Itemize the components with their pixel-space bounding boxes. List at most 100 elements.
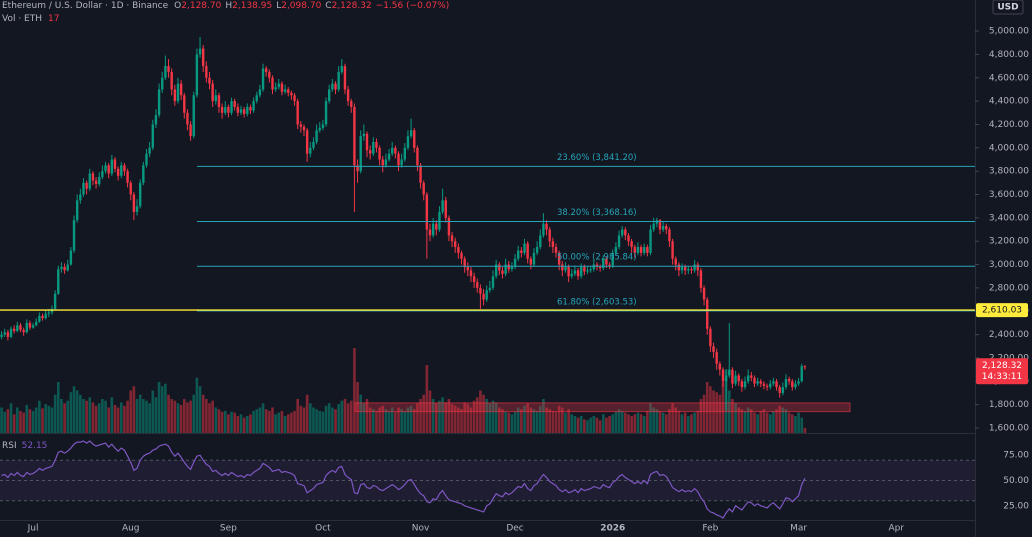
candle-body — [794, 383, 797, 388]
volume-bar — [47, 405, 51, 433]
candle-body — [472, 276, 476, 283]
volume-bar — [516, 407, 520, 433]
volume-bar — [671, 403, 674, 433]
candle-body — [375, 141, 378, 148]
volume-bar — [441, 397, 444, 433]
volume-bar — [217, 409, 221, 433]
candle-body — [224, 106, 227, 113]
volume-bar — [614, 411, 618, 433]
volume-bar — [693, 412, 696, 433]
candle-body — [409, 130, 413, 137]
candle-body — [769, 383, 772, 388]
candle-body — [208, 77, 211, 84]
x-tick-label: Oct — [315, 524, 331, 534]
price-layer — [0, 36, 975, 413]
candle-body — [485, 290, 488, 300]
candle-body — [31, 325, 35, 328]
volume-bar — [731, 399, 734, 433]
volume-bar — [119, 402, 123, 433]
volume-bar — [110, 397, 114, 433]
volume-bar — [699, 399, 703, 433]
volume-bar — [412, 409, 416, 433]
volume-bar — [718, 394, 722, 433]
candle-body — [217, 95, 221, 107]
volume-bar — [646, 410, 649, 433]
candle-body — [775, 381, 778, 388]
candle-body — [220, 106, 224, 113]
volume-bar — [501, 409, 504, 433]
candle-body — [652, 223, 655, 230]
volume-bar — [198, 386, 202, 433]
volume-bar — [507, 412, 511, 433]
volume-bar — [101, 399, 104, 433]
candle-body — [116, 168, 120, 176]
volume-bar — [605, 417, 608, 433]
volume-bar — [173, 400, 177, 433]
volume-bar — [491, 400, 495, 433]
candle-body — [447, 217, 451, 236]
candle-body — [712, 346, 715, 353]
y-tick-label: 4,600.00 — [989, 73, 1029, 83]
y-tick-label: 4,000.00 — [989, 143, 1029, 153]
volume-bar — [239, 414, 243, 433]
volume-bar — [38, 400, 41, 433]
volume-bar — [75, 390, 79, 433]
candle-body — [287, 89, 290, 93]
volume-bar — [208, 403, 211, 433]
candle-body — [731, 369, 734, 384]
candle-body — [762, 383, 766, 386]
candle-body — [671, 241, 674, 259]
candle-body — [469, 270, 473, 277]
volume-bar — [494, 402, 498, 433]
candle-body — [696, 264, 699, 271]
candle-body — [3, 332, 6, 335]
candle-body — [331, 83, 334, 90]
volume-bar — [803, 427, 807, 433]
volume-bar — [113, 404, 117, 433]
volume-bar — [381, 405, 385, 433]
candle-body — [189, 124, 192, 137]
currency-box[interactable] — [992, 0, 1024, 15]
candle-body — [47, 312, 51, 314]
candle-body — [510, 266, 514, 270]
volume-bar — [41, 408, 44, 433]
candle-body — [312, 141, 315, 148]
candle-body — [683, 266, 687, 271]
candle-body — [277, 83, 280, 88]
candle-body — [107, 165, 110, 174]
volume-bar — [787, 412, 791, 433]
volume-bar — [214, 407, 218, 433]
volume-bar — [220, 411, 224, 433]
volume-bar — [425, 365, 429, 433]
volume-bar — [513, 411, 517, 433]
candle-body — [28, 322, 32, 328]
volume-bar — [438, 400, 441, 433]
volume-bar — [564, 412, 567, 433]
volume-bar — [447, 399, 451, 433]
level-label: 2,610.03 — [982, 306, 1022, 316]
candle-body — [157, 89, 161, 116]
volume-bar — [160, 386, 164, 433]
volume-bar — [608, 416, 611, 433]
volume-bar — [409, 405, 413, 433]
candle-body — [101, 171, 104, 177]
candle-body — [129, 182, 132, 195]
y-tick-label: 3,200.00 — [989, 237, 1029, 247]
volume-bar — [44, 404, 47, 433]
volume-bar — [261, 403, 265, 433]
volume-bar — [104, 400, 107, 433]
volume-bar — [346, 403, 350, 433]
volume-bar — [321, 411, 325, 433]
volume-bar — [255, 409, 259, 433]
candle-body — [784, 378, 788, 388]
candle-body — [557, 252, 561, 265]
candle-body — [743, 381, 747, 388]
candle-body — [491, 276, 495, 288]
candle-body — [0, 334, 3, 337]
volume-bar — [356, 382, 359, 433]
volume-bar — [340, 400, 344, 433]
volume-bar — [283, 416, 287, 433]
volume-bar — [138, 394, 142, 433]
candle-body — [82, 182, 85, 195]
